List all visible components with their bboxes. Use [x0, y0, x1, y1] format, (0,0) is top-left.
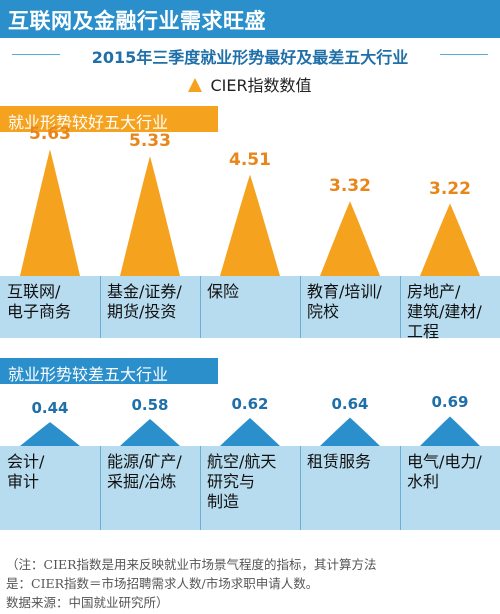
bad-section-band: 就业形势较差五大行业	[0, 358, 218, 384]
good-value-label-2: 4.51	[229, 149, 271, 170]
bad-category-label-3: 租赁服务	[307, 452, 372, 471]
good-category-label-3: 教育/培训/ 院校	[307, 282, 382, 321]
bad-category-strip	[0, 446, 500, 530]
bad-section-title: 就业形势较差五大行业	[8, 365, 169, 384]
good-value-label-0: 5.63	[29, 124, 71, 145]
good-category-divider-1	[100, 276, 101, 338]
good-category-label-4: 房地产/ 建筑/建材/ 工程	[407, 282, 482, 341]
bad-bar-0	[20, 422, 80, 446]
good-value-label-4: 3.22	[429, 178, 471, 199]
bad-value-label-3: 0.64	[331, 394, 369, 413]
good-bar-4	[420, 203, 480, 276]
bad-value-label-2: 0.62	[231, 395, 269, 414]
bad-bar-3	[320, 417, 380, 446]
subtitle-rule-right	[440, 54, 488, 55]
good-bar-3	[320, 201, 380, 276]
good-category-divider-2	[200, 276, 201, 338]
bad-category-label-2: 航空/航天 研究与 制造	[207, 452, 277, 511]
bad-bar-4	[420, 416, 480, 446]
good-bar-2	[220, 174, 280, 276]
title-band	[0, 0, 500, 38]
bad-bar-2	[220, 418, 280, 446]
legend: CIER指数数值	[0, 72, 500, 96]
bad-category-divider-1	[100, 446, 101, 530]
chart-subtitle: 2015年三季度就业形势最好及最差五大行业	[91, 48, 409, 67]
good-value-label-3: 3.32	[329, 176, 371, 197]
footnote: （注：CIER指数是用来反映就业市场景气程度的指标，其计算方法 是：CIER指数…	[6, 557, 377, 610]
bad-category-label-0: 会计/ 审计	[7, 452, 45, 491]
good-bar-1	[120, 156, 180, 276]
bad-bar-1	[120, 418, 180, 446]
bad-category-divider-2	[200, 446, 201, 530]
legend-triangle-icon	[188, 78, 203, 92]
bad-value-label-0: 0.44	[31, 399, 69, 418]
good-section-title: 就业形势较好五大行业	[8, 113, 169, 132]
good-bar-0	[20, 149, 80, 276]
bad-value-label-4: 0.69	[431, 393, 469, 412]
good-section-band: 就业形势较好五大行业	[0, 106, 218, 132]
good-category-label-0: 互联网/ 电子商务	[7, 282, 72, 321]
bad-category-divider-3	[300, 446, 301, 530]
legend-label: CIER指数数值	[210, 76, 312, 95]
page-title: 互联网及金融行业需求旺盛	[8, 9, 266, 33]
good-category-strip	[0, 276, 500, 338]
bad-value-label-1: 0.58	[131, 395, 169, 414]
good-category-label-2: 保险	[207, 282, 240, 301]
bad-category-label-1: 能源/矿产/ 采掘/冶炼	[107, 452, 182, 491]
subtitle-rule-left	[12, 54, 60, 55]
good-category-divider-3	[300, 276, 301, 338]
bad-category-divider-4	[400, 446, 401, 530]
good-category-divider-4	[400, 276, 401, 338]
bad-category-label-4: 电气/电力/ 水利	[407, 452, 482, 491]
good-category-label-1: 基金/证券/ 期货/投资	[107, 282, 182, 321]
good-value-label-1: 5.33	[129, 131, 171, 152]
